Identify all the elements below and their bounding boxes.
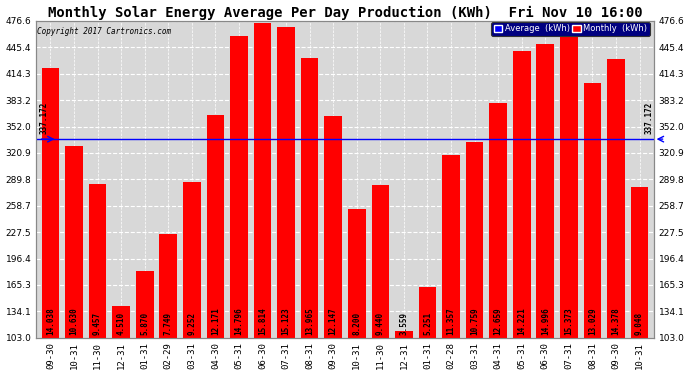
Bar <box>560 21 578 338</box>
Text: 12.659: 12.659 <box>493 308 503 335</box>
Bar <box>112 306 130 338</box>
Text: 10.759: 10.759 <box>470 308 479 335</box>
Text: 12.171: 12.171 <box>211 308 220 335</box>
Legend: Average  (kWh), Monthly  (kWh): Average (kWh), Monthly (kWh) <box>491 22 649 36</box>
Text: 14.221: 14.221 <box>518 308 526 335</box>
Bar <box>65 146 83 338</box>
Bar <box>395 332 413 338</box>
Bar <box>631 187 649 338</box>
Bar <box>254 23 271 338</box>
Text: 14.796: 14.796 <box>235 308 244 335</box>
Text: 7.749: 7.749 <box>164 312 172 335</box>
Bar <box>513 51 531 338</box>
Bar <box>41 68 59 338</box>
Text: 13.965: 13.965 <box>305 308 314 335</box>
Bar <box>348 210 366 338</box>
Bar <box>136 271 154 338</box>
Bar <box>206 116 224 338</box>
Text: 11.357: 11.357 <box>446 308 455 335</box>
Text: Copyright 2017 Cartronics.com: Copyright 2017 Cartronics.com <box>37 27 172 36</box>
Bar <box>466 142 484 338</box>
Bar <box>607 59 625 338</box>
Text: 4.510: 4.510 <box>117 312 126 335</box>
Bar <box>371 185 389 338</box>
Text: 12.147: 12.147 <box>328 308 337 335</box>
Text: 15.123: 15.123 <box>282 308 290 335</box>
Bar <box>89 184 106 338</box>
Text: 9.457: 9.457 <box>93 312 102 335</box>
Text: 8.200: 8.200 <box>353 312 362 335</box>
Text: 337.172: 337.172 <box>644 102 653 134</box>
Text: 10.630: 10.630 <box>70 308 79 335</box>
Bar <box>584 82 601 338</box>
Text: 5.870: 5.870 <box>140 312 149 335</box>
Text: 14.996: 14.996 <box>541 308 550 335</box>
Bar <box>277 27 295 338</box>
Text: 9.440: 9.440 <box>376 312 385 335</box>
Title: Monthly Solar Energy Average Per Day Production (KWh)  Fri Nov 10 16:00: Monthly Solar Energy Average Per Day Pro… <box>48 6 642 20</box>
Text: 15.814: 15.814 <box>258 308 267 335</box>
Text: 15.373: 15.373 <box>564 308 573 335</box>
Bar <box>489 103 507 338</box>
Text: 9.048: 9.048 <box>635 312 644 335</box>
Text: 5.251: 5.251 <box>423 312 432 335</box>
Text: 13.029: 13.029 <box>588 308 597 335</box>
Text: 3.559: 3.559 <box>400 312 408 335</box>
Bar <box>183 182 201 338</box>
Text: 9.252: 9.252 <box>187 312 197 335</box>
Bar <box>442 155 460 338</box>
Text: 14.378: 14.378 <box>611 308 620 335</box>
Bar <box>301 58 319 338</box>
Bar <box>536 44 554 338</box>
Bar <box>419 287 436 338</box>
Bar <box>324 116 342 338</box>
Bar <box>159 234 177 338</box>
Text: 337.172: 337.172 <box>40 102 49 134</box>
Bar <box>230 36 248 338</box>
Text: 14.038: 14.038 <box>46 308 55 335</box>
